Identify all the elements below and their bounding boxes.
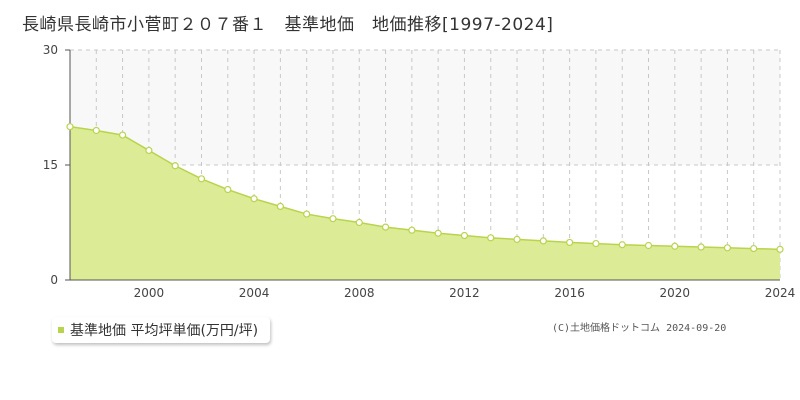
x-tick-label: 2000 — [134, 286, 165, 300]
x-tick-label: 2012 — [449, 286, 480, 300]
data-point-1998[interactable] — [92, 126, 100, 135]
data-point-2008[interactable] — [355, 218, 363, 227]
data-point-2000[interactable] — [145, 146, 153, 155]
data-point-2016[interactable] — [566, 238, 574, 247]
data-point-2005[interactable] — [276, 202, 284, 210]
data-point-2003[interactable] — [224, 185, 232, 194]
data-point-2004[interactable] — [250, 195, 258, 203]
data-point-2020[interactable] — [671, 242, 679, 250]
legend[interactable]: 基準地価 平均坪単価(万円/坪) — [52, 317, 271, 343]
data-point-2018[interactable] — [618, 241, 626, 249]
x-tick-label: 2004 — [239, 286, 270, 300]
axes — [65, 49, 780, 281]
data-point-2006[interactable] — [303, 210, 311, 218]
data-point-2014[interactable] — [513, 235, 521, 243]
data-point-2022[interactable] — [723, 244, 732, 252]
data-point-2015[interactable] — [539, 237, 547, 245]
data-point-2010[interactable] — [408, 226, 416, 234]
series-area — [69, 125, 781, 281]
data-point-2013[interactable] — [487, 234, 495, 242]
data-point-2011[interactable] — [434, 229, 442, 237]
chart-title: 長崎県長崎市小菅町２０７番１ 基準地価 地価推移[1997-2024] — [22, 15, 554, 35]
upper-band-background — [70, 50, 780, 165]
y-tick-label: 30 — [43, 43, 58, 57]
tick-labels: 2000 2004 2008 2012 2016 2020 2024 0 15 30 — [43, 43, 796, 300]
data-point-2019[interactable] — [644, 241, 653, 250]
legend-label: 基準地価 平均坪単価(万円/坪) — [70, 323, 259, 339]
data-point-2007[interactable] — [329, 215, 337, 223]
data-point-2009[interactable] — [381, 223, 390, 231]
legend-marker-icon — [58, 327, 64, 333]
data-point-2023[interactable] — [750, 244, 758, 253]
data-point-2012[interactable] — [460, 231, 469, 240]
x-tick-label: 2020 — [660, 286, 691, 300]
copyright-text: (C)土地価格ドットコム 2024-09-20 — [552, 323, 727, 334]
data-point-1997[interactable] — [66, 123, 74, 131]
x-tick-label: 2008 — [344, 286, 375, 300]
series-fill — [70, 126, 780, 281]
y-tick-label: 0 — [50, 273, 58, 287]
x-tick-label: 2024 — [765, 286, 796, 300]
data-point-2001[interactable] — [171, 162, 179, 170]
y-tick-label: 15 — [43, 158, 58, 172]
data-point-2002[interactable] — [197, 175, 206, 183]
series-line — [69, 125, 781, 251]
data-point-2021[interactable] — [697, 243, 705, 251]
data-point-2024[interactable] — [776, 245, 784, 253]
data-point-2017[interactable] — [592, 239, 600, 248]
data-point-1999[interactable] — [118, 131, 127, 139]
data-points — [66, 123, 784, 253]
x-tick-label: 2016 — [554, 286, 585, 300]
